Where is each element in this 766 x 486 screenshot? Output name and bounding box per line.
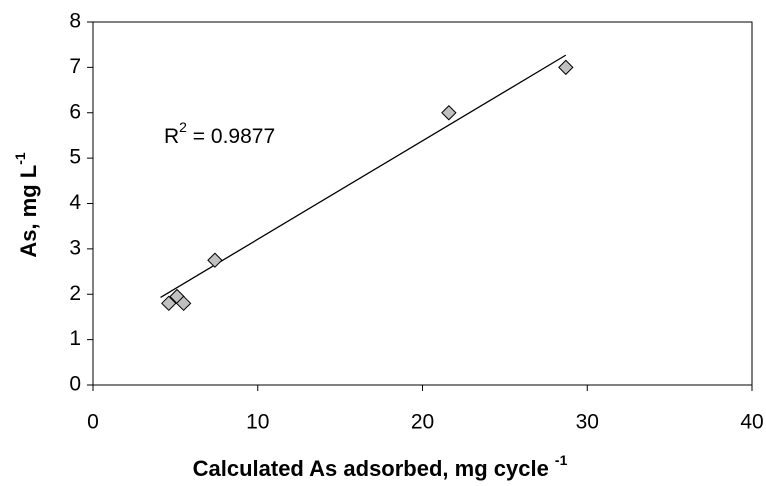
x-axis-label-text: Calculated As adsorbed, mg cycle	[193, 456, 555, 481]
x-tick-label: 30	[576, 411, 599, 434]
data-point	[558, 59, 574, 76]
x-tick-label: 20	[411, 411, 434, 434]
data-point	[161, 295, 177, 312]
plot-frame	[92, 21, 753, 386]
y-tick-label: 7	[69, 55, 81, 78]
y-tick-label: 5	[69, 146, 81, 169]
y-tick-label: 3	[69, 236, 81, 259]
y-tick-label: 2	[69, 282, 81, 305]
data-point	[175, 295, 192, 312]
y-tick-label: 1	[69, 327, 81, 350]
x-tick-label: 40	[740, 411, 763, 434]
trendline	[160, 54, 567, 298]
y-axis-label-sup: -1	[12, 152, 28, 165]
annotation-rest: = 0.9877	[187, 125, 275, 148]
y-tick-label: 8	[69, 10, 81, 33]
x-axis-label: Calculated As adsorbed, mg cycle -1	[193, 452, 568, 481]
data-point	[441, 105, 457, 121]
y-axis-label-text: As, mg L	[16, 165, 41, 258]
data-point	[207, 252, 223, 268]
annotation: R2 = 0.9877	[164, 119, 275, 148]
annotation-text: R	[164, 125, 179, 148]
x-axis-label-sup: -1	[555, 452, 568, 468]
y-axis-label: As, mg L-1	[12, 152, 41, 258]
annotation-sup: 2	[179, 119, 187, 135]
x-tick-label: 0	[87, 411, 99, 434]
y-tick-label: 6	[69, 100, 81, 123]
x-tick-label: 10	[246, 411, 269, 434]
y-tick-label: 0	[69, 373, 81, 396]
y-tick-label: 4	[69, 191, 81, 214]
